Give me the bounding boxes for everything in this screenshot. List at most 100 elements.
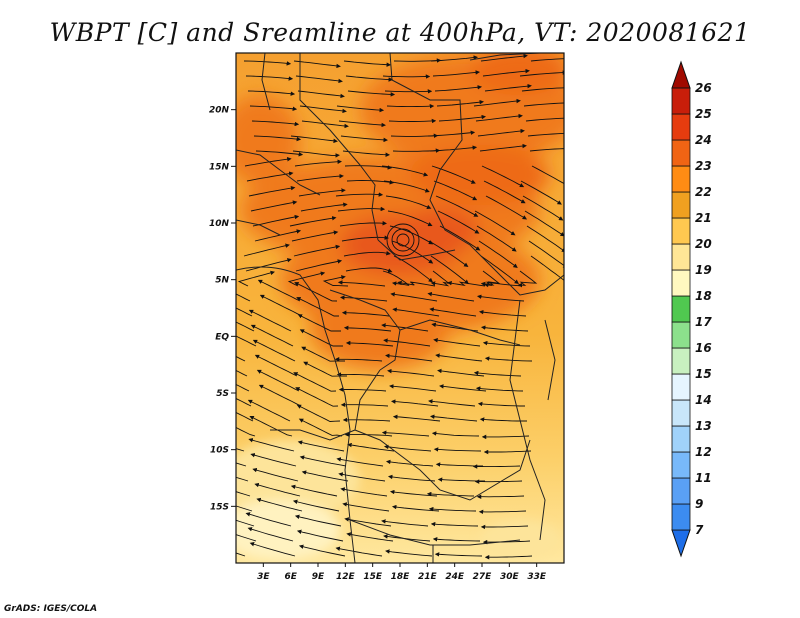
streamline: [249, 415, 293, 437]
colorbar-swatch: [671, 503, 691, 531]
streamline: [428, 399, 476, 407]
streamline: [523, 102, 564, 107]
streamline: [428, 240, 469, 267]
streamline: [524, 210, 564, 237]
lat-tick-label: 20N: [209, 106, 230, 116]
streamline: [526, 225, 564, 253]
streamline: [429, 145, 478, 152]
streamline: [435, 353, 483, 362]
colorbar-upper-arrow: [671, 60, 691, 89]
streamline: [345, 75, 394, 82]
streamline: [296, 297, 339, 317]
lat-tick-label: 5S: [216, 389, 229, 399]
streamline: [434, 85, 483, 92]
streamline: [383, 338, 431, 347]
streamline: [480, 53, 528, 62]
colorbar-label: 20: [695, 237, 712, 251]
streamline: [427, 130, 476, 137]
colorbar-label: 22: [695, 185, 712, 199]
streamline: [259, 294, 303, 317]
lon-tick-label: 12E: [336, 572, 356, 582]
streamline: [250, 200, 298, 212]
lon-tick-label: 21E: [418, 572, 438, 582]
streamline: [346, 180, 395, 185]
colorbar-label: 7: [695, 523, 704, 537]
streamline: [236, 335, 257, 347]
streamline: [529, 148, 564, 152]
streamline: [381, 519, 429, 527]
streamline: [431, 165, 476, 184]
streamline: [250, 324, 294, 347]
streamline: [447, 280, 486, 287]
streamline: [386, 103, 435, 109]
streamline: [517, 270, 538, 288]
streamline: [390, 399, 439, 407]
streamline: [343, 250, 391, 257]
streamline: [339, 221, 388, 227]
streamline: [381, 165, 429, 177]
lon-tick-label: 18E: [391, 572, 411, 582]
streamline: [347, 442, 395, 452]
colorbar-swatch: [671, 87, 691, 115]
streamline: [482, 539, 531, 545]
streamline: [236, 552, 246, 557]
streamline: [296, 404, 341, 422]
streamline: [384, 89, 433, 94]
streamline: [388, 118, 437, 124]
streamline: [478, 509, 527, 515]
streamline: [247, 90, 296, 96]
lat-tick-label: 10S: [210, 446, 229, 456]
streamline: [429, 414, 478, 422]
streamline: [476, 294, 525, 302]
streamline: [236, 355, 246, 362]
eddy-streamline: [396, 233, 410, 247]
streamline: [236, 448, 245, 452]
streamline: [334, 357, 383, 362]
streamline: [521, 87, 564, 92]
colorbar-label: 19: [695, 263, 712, 277]
streamline: [478, 240, 518, 268]
streamline: [295, 75, 343, 84]
streamline: [439, 225, 481, 251]
colorbar-label: 15: [695, 367, 712, 381]
streamline: [338, 472, 386, 482]
streamline: [392, 307, 440, 317]
streamline: [252, 214, 300, 227]
streamline: [472, 464, 521, 469]
streamline: [337, 280, 386, 287]
streamline: [520, 180, 562, 205]
streamline: [343, 60, 392, 67]
lon-tick-label: 30E: [500, 572, 520, 582]
colorbar-swatch: [671, 217, 691, 245]
streamline: [236, 398, 252, 407]
streamline: [236, 491, 251, 497]
streamline: [252, 339, 296, 362]
streamline: [298, 544, 346, 557]
streamlines: [236, 53, 564, 560]
streamline: [258, 384, 302, 407]
streamline: [254, 354, 298, 377]
streamline: [437, 210, 480, 234]
streamline: [249, 105, 298, 112]
streamline: [300, 202, 348, 212]
streamline: [484, 83, 532, 92]
streamline: [482, 68, 530, 77]
streamline: [250, 453, 297, 467]
streamline: [474, 479, 523, 484]
streamline: [287, 271, 326, 287]
streamline: [337, 206, 386, 212]
lon-tick-label: 6E: [284, 572, 297, 582]
streamline: [339, 295, 388, 302]
streamline: [254, 482, 301, 497]
colorbar-label: 13: [695, 419, 712, 433]
streamline: [428, 506, 477, 512]
streamline: [299, 455, 347, 467]
streamline: [481, 434, 530, 440]
streamline: [248, 309, 292, 332]
streamline: [480, 524, 529, 530]
streamline: [295, 387, 339, 407]
colorbar-swatch: [671, 347, 691, 375]
streamline: [484, 356, 533, 362]
streamline: [387, 474, 436, 482]
streamline: [390, 292, 438, 302]
